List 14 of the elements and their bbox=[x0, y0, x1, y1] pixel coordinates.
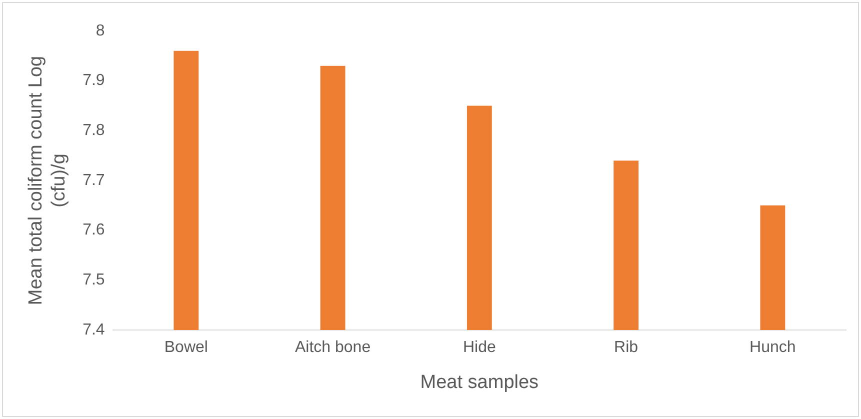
x-tick-label: Aitch bone bbox=[294, 339, 371, 356]
y-tick-label: 7.8 bbox=[82, 122, 105, 140]
x-tick-label: Rib bbox=[614, 339, 638, 356]
y-tick-label: 8 bbox=[96, 22, 105, 40]
x-tick-label: Hunch bbox=[750, 339, 796, 356]
y-tick-label: 7.4 bbox=[82, 321, 105, 338]
y-tick-label: 7.7 bbox=[82, 172, 105, 189]
x-axis-title: Meat samples bbox=[420, 372, 539, 393]
x-tick-label: Bowel bbox=[164, 339, 208, 356]
y-tick-label: 7.6 bbox=[82, 222, 105, 239]
y-axis-title: Mean total coliform count Log (cfu)/g bbox=[26, 56, 70, 306]
y-tick-label: 7.9 bbox=[82, 72, 105, 90]
y-tick-label: 7.5 bbox=[82, 272, 105, 289]
x-tick-label: Hide bbox=[462, 339, 496, 356]
